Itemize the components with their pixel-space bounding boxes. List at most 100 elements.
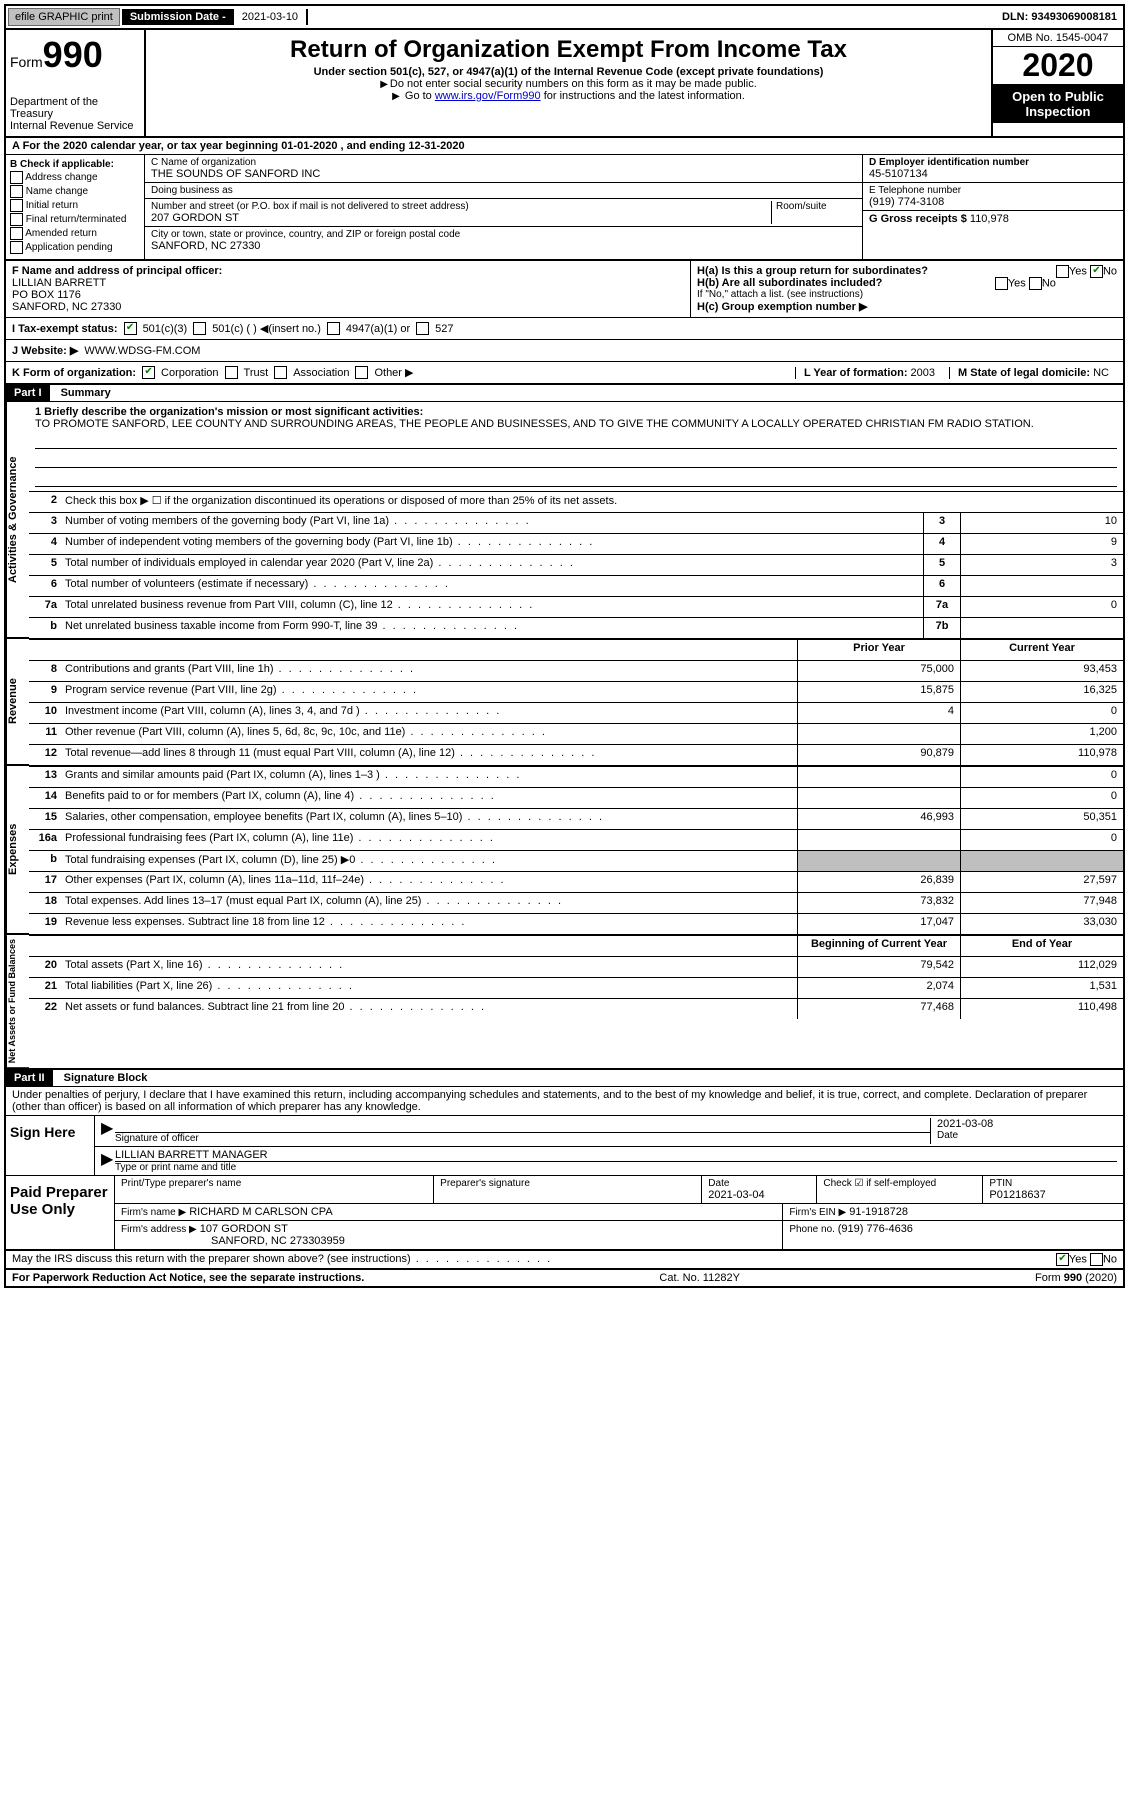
self-emp-label: Check ☑ if self-employed	[823, 1178, 976, 1189]
m-value: NC	[1093, 367, 1109, 379]
firm-ein: 91-1918728	[849, 1206, 908, 1218]
ha-label: H(a) Is this a group return for subordin…	[697, 265, 928, 277]
line-4-desc: Number of independent voting members of …	[61, 534, 923, 554]
prior-year-hdr: Prior Year	[797, 640, 960, 660]
chk-final[interactable]: Final return/terminated	[10, 213, 140, 226]
assoc-label: Association	[293, 367, 349, 379]
line-11-prior	[797, 724, 960, 744]
opt-final: Final return/terminated	[26, 214, 127, 225]
omb-number: OMB No. 1545-0047	[993, 30, 1123, 47]
box-b: B Check if applicable: Address change Na…	[6, 155, 145, 259]
hb-label: H(b) Are all subordinates included?	[697, 277, 882, 289]
opt-initial: Initial return	[26, 200, 78, 211]
row-a-tax-year: A For the 2020 calendar year, or tax yea…	[6, 138, 1123, 155]
arrow-icon: ▶	[101, 1149, 115, 1173]
box-c: C Name of organization THE SOUNDS OF SAN…	[145, 155, 862, 259]
tax-year: 2020	[993, 47, 1123, 85]
box-f: F Name and address of principal officer:…	[6, 261, 691, 317]
line2: 2 Check this box ▶ ☐ if the organization…	[29, 491, 1123, 512]
ha-yes: Yes	[1069, 265, 1087, 277]
firm-name-label: Firm's name ▶	[121, 1207, 186, 1218]
mission-text: TO PROMOTE SANFORD, LEE COUNTY AND SURRO…	[35, 418, 1117, 430]
line-17-desc: Other expenses (Part IX, column (A), lin…	[61, 872, 797, 892]
line-5-box: 5	[923, 555, 960, 575]
efile-print-button[interactable]: efile GRAPHIC print	[8, 8, 120, 26]
line-21: 21 Total liabilities (Part X, line 26) 2…	[29, 977, 1123, 998]
ptin-value: P01218637	[989, 1189, 1117, 1201]
chk-amended[interactable]: Amended return	[10, 227, 140, 240]
officer-addr2: SANFORD, NC 27330	[12, 301, 684, 313]
opt-address: Address change	[25, 172, 97, 183]
chk-other[interactable]	[355, 366, 368, 379]
hb-note: If "No," attach a list. (see instruction…	[697, 289, 1117, 300]
current-year-hdr: Current Year	[960, 640, 1123, 660]
line-6-desc: Total number of volunteers (estimate if …	[61, 576, 923, 596]
chk-discuss-yes[interactable]	[1056, 1253, 1069, 1266]
sig-officer-label: Signature of officer	[115, 1133, 930, 1144]
line-12-prior: 90,879	[797, 745, 960, 765]
chk-pending[interactable]: Application pending	[10, 241, 140, 254]
dln-label: DLN:	[1002, 11, 1031, 23]
part1-title: Summary	[53, 387, 111, 399]
line-b-box: 7b	[923, 618, 960, 638]
chk-527[interactable]	[416, 322, 429, 335]
line-19-prior: 17,047	[797, 914, 960, 934]
line-9: 9 Program service revenue (Part VIII, li…	[29, 681, 1123, 702]
prep-date-label: Date	[708, 1178, 810, 1189]
line-4-box: 4	[923, 534, 960, 554]
officer-typed-name: LILLIAN BARRETT MANAGER	[115, 1149, 1117, 1162]
line-6-val	[960, 576, 1123, 596]
chk-initial[interactable]: Initial return	[10, 199, 140, 212]
line-b-desc: Net unrelated business taxable income fr…	[61, 618, 923, 638]
chk-trust[interactable]	[225, 366, 238, 379]
header-left: Form990 Department of the Treasury Inter…	[6, 30, 146, 136]
website-value: WWW.WDSG-FM.COM	[84, 345, 200, 357]
line-15-desc: Salaries, other compensation, employee b…	[61, 809, 797, 829]
chk-name[interactable]: Name change	[10, 185, 140, 198]
declaration: Under penalties of perjury, I declare th…	[6, 1087, 1123, 1116]
line-17-prior: 26,839	[797, 872, 960, 892]
line-b: b Total fundraising expenses (Part IX, c…	[29, 850, 1123, 871]
part1-badge: Part I	[6, 385, 50, 401]
note2-prefix: Go to	[405, 90, 435, 102]
chk-assoc[interactable]	[274, 366, 287, 379]
net-header: Beginning of Current Year End of Year	[29, 935, 1123, 956]
form-title: Return of Organization Exempt From Incom…	[154, 36, 983, 64]
chk-4947[interactable]	[327, 322, 340, 335]
pra-notice: For Paperwork Reduction Act Notice, see …	[12, 1272, 364, 1284]
chk-corp[interactable]	[142, 366, 155, 379]
irs-link[interactable]: www.irs.gov/Form990	[435, 90, 541, 102]
city-label: City or town, state or province, country…	[151, 229, 856, 240]
discuss-yes: Yes	[1069, 1254, 1087, 1266]
line-16a: 16a Professional fundraising fees (Part …	[29, 829, 1123, 850]
footer: For Paperwork Reduction Act Notice, see …	[6, 1270, 1123, 1286]
line-7a: 7a Total unrelated business revenue from…	[29, 596, 1123, 617]
line-5-desc: Total number of individuals employed in …	[61, 555, 923, 575]
submission-date: 2021-03-10	[234, 9, 308, 25]
prep-name-label: Print/Type preparer's name	[121, 1178, 427, 1189]
line-8-prior: 75,000	[797, 661, 960, 681]
vlabel-gov: Activities & Governance	[6, 402, 29, 638]
ein-value: 45-5107134	[869, 168, 1117, 180]
part2-title: Signature Block	[56, 1072, 148, 1084]
firm-name: RICHARD M CARLSON CPA	[189, 1206, 332, 1218]
hb-yes: Yes	[1008, 277, 1026, 289]
line-15-prior: 46,993	[797, 809, 960, 829]
section-netassets: Net Assets or Fund Balances Beginning of…	[6, 934, 1123, 1070]
chk-address[interactable]: Address change	[10, 171, 140, 184]
line-16a-desc: Professional fundraising fees (Part IX, …	[61, 830, 797, 850]
paid-preparer-block: Paid Preparer Use Only Print/Type prepar…	[6, 1176, 1123, 1251]
section-expenses: Expenses 13 Grants and similar amounts p…	[6, 765, 1123, 934]
line-6: 6 Total number of volunteers (estimate i…	[29, 575, 1123, 596]
527-label: 527	[435, 323, 453, 335]
line-13: 13 Grants and similar amounts paid (Part…	[29, 766, 1123, 787]
firm-ein-label: Firm's EIN ▶	[789, 1207, 846, 1218]
chk-discuss-no[interactable]	[1090, 1253, 1103, 1266]
discuss-row: May the IRS discuss this return with the…	[6, 1251, 1123, 1270]
chk-501c3[interactable]	[124, 322, 137, 335]
line1-label: 1 Briefly describe the organization's mi…	[35, 406, 1117, 418]
line-17-current: 27,597	[960, 872, 1123, 892]
line-18-prior: 73,832	[797, 893, 960, 913]
firm-addr-label: Firm's address ▶	[121, 1224, 197, 1235]
chk-501c[interactable]	[193, 322, 206, 335]
